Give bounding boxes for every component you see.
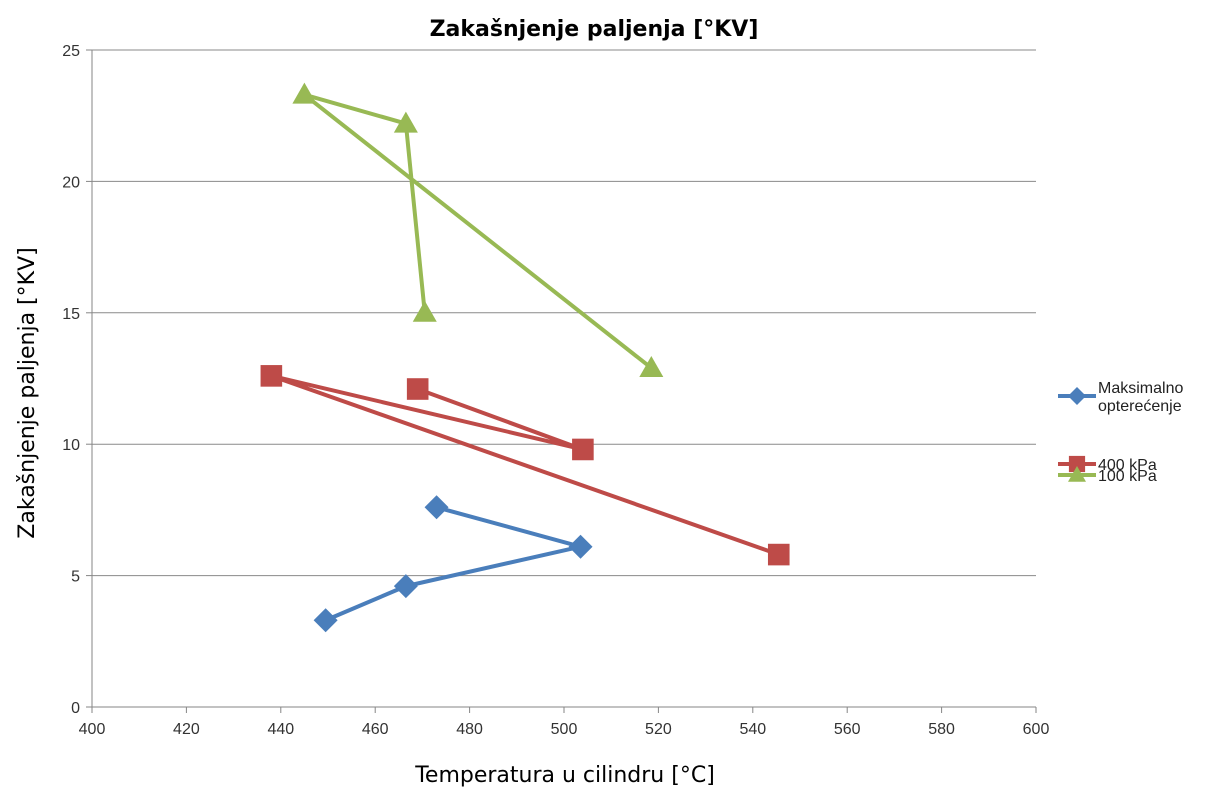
axes bbox=[86, 49, 1037, 713]
data-point bbox=[424, 495, 449, 520]
series-line bbox=[324, 505, 583, 623]
x-tick-label: 520 bbox=[645, 721, 672, 738]
data-point bbox=[313, 608, 338, 633]
series-group bbox=[260, 82, 790, 633]
data-point bbox=[568, 534, 593, 559]
data-point bbox=[393, 574, 418, 599]
gridlines bbox=[92, 49, 1036, 577]
data-point bbox=[260, 365, 283, 387]
y-tick-label: 10 bbox=[62, 437, 80, 454]
data-point bbox=[767, 543, 790, 566]
x-tick-label: 580 bbox=[928, 721, 955, 738]
x-tick-label: 480 bbox=[456, 721, 483, 738]
x-tick-label: 400 bbox=[79, 721, 106, 738]
data-point bbox=[639, 355, 664, 377]
data-point bbox=[1068, 466, 1086, 482]
y-tick-label: 25 bbox=[62, 43, 80, 60]
chart-title: Zakašnjenje paljenja [°KV] bbox=[430, 17, 759, 42]
legend-label: opterećenje bbox=[1098, 398, 1182, 415]
x-tick-label: 560 bbox=[834, 721, 861, 738]
data-point bbox=[406, 378, 429, 400]
y-axis-label: Zakašnjenje paljenja [°KV] bbox=[15, 247, 40, 538]
y-tick-label: 5 bbox=[71, 569, 80, 586]
series-2 bbox=[292, 82, 664, 377]
y-tick-label: 0 bbox=[71, 700, 80, 717]
x-tick-label: 600 bbox=[1023, 721, 1050, 738]
series-0 bbox=[313, 495, 593, 633]
legend-label: 100 kPa bbox=[1098, 468, 1157, 485]
data-point bbox=[292, 82, 317, 104]
x-tick-label: 440 bbox=[267, 721, 294, 738]
x-tick-label: 460 bbox=[362, 721, 389, 738]
data-point bbox=[412, 300, 437, 322]
data-point bbox=[1068, 455, 1086, 473]
data-point bbox=[572, 438, 594, 461]
legend-label: Maksimalno bbox=[1098, 380, 1183, 397]
series-1 bbox=[260, 365, 790, 566]
series-line bbox=[302, 92, 653, 370]
legend-item: 400 kPa bbox=[1058, 455, 1157, 474]
legend-label: 400 kPa bbox=[1098, 457, 1157, 474]
y-tick-labels: 0 5 10 15 20 25 bbox=[62, 43, 80, 717]
x-tick-labels: 400 420 440 460 480 500 520 540 560 580 600 bbox=[79, 721, 1050, 738]
y-tick-label: 15 bbox=[62, 306, 80, 323]
legend-item: 100 kPa bbox=[1058, 466, 1157, 485]
x-tick-label: 540 bbox=[739, 721, 766, 738]
data-point bbox=[393, 111, 418, 133]
x-axis-label: Temperatura u cilindru [°C] bbox=[414, 763, 715, 788]
x-tick-label: 420 bbox=[173, 721, 200, 738]
series-line bbox=[269, 373, 780, 557]
x-tick-label: 500 bbox=[551, 721, 578, 738]
data-point bbox=[1068, 387, 1086, 405]
y-tick-label: 20 bbox=[62, 174, 80, 191]
